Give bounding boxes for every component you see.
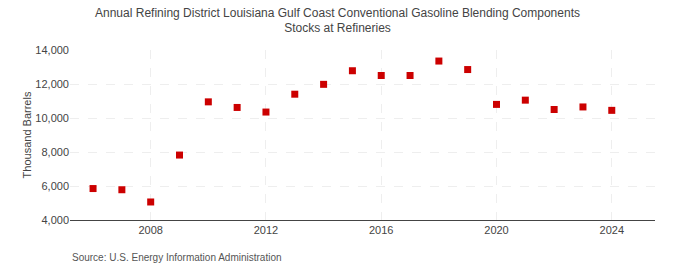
svg-text:14,000: 14,000 bbox=[35, 44, 69, 56]
svg-text:12,000: 12,000 bbox=[35, 78, 69, 90]
svg-text:2008: 2008 bbox=[138, 224, 162, 236]
svg-text:2012: 2012 bbox=[254, 224, 278, 236]
svg-text:2016: 2016 bbox=[369, 224, 393, 236]
svg-text:4,000: 4,000 bbox=[41, 214, 69, 226]
svg-text:2024: 2024 bbox=[600, 224, 624, 236]
svg-text:8,000: 8,000 bbox=[41, 146, 69, 158]
svg-text:2020: 2020 bbox=[484, 224, 508, 236]
svg-text:Thousand Barrels: Thousand Barrels bbox=[21, 91, 33, 178]
svg-text:Annual Refining District Louis: Annual Refining District Louisiana Gulf … bbox=[95, 6, 580, 36]
svg-text:6,000: 6,000 bbox=[41, 180, 69, 192]
svg-text:10,000: 10,000 bbox=[35, 112, 69, 124]
svg-text:Source: U.S. Energy Informatio: Source: U.S. Energy Information Administ… bbox=[72, 252, 282, 263]
